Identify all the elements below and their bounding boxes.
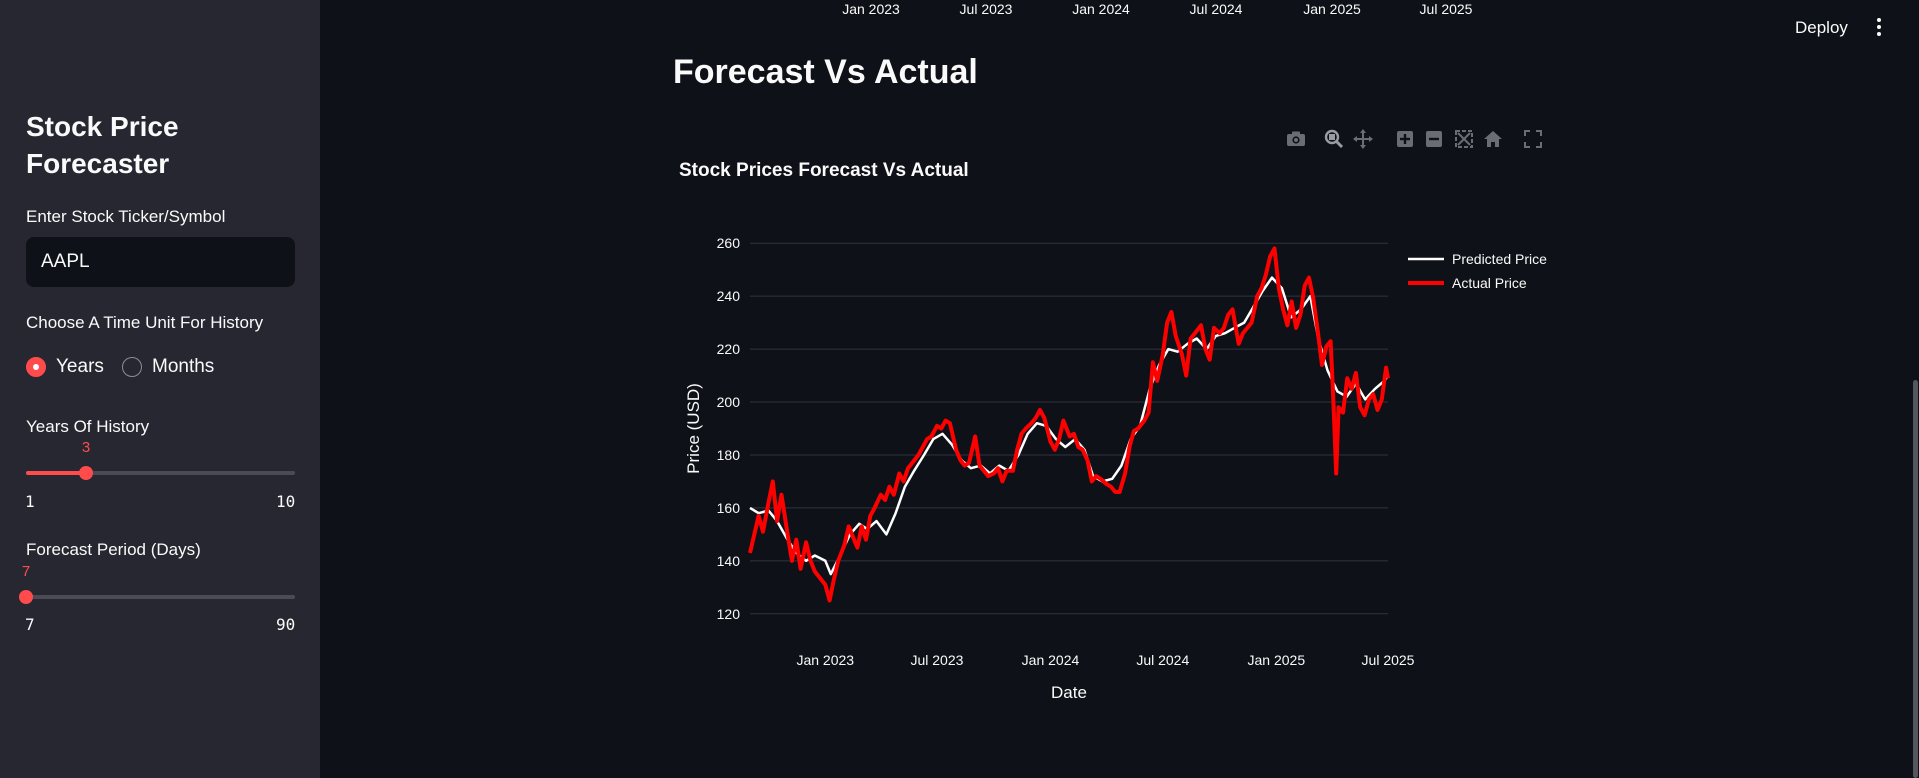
- slider-fill: [26, 471, 86, 475]
- scrollbar-thumb[interactable]: [1913, 380, 1918, 778]
- x-tick-label: Jan 2023: [796, 652, 854, 668]
- radio-years[interactable]: Years: [26, 356, 104, 378]
- history-label: Years Of History: [26, 417, 150, 436]
- slider-thumb[interactable]: [19, 590, 33, 604]
- slider-thumb[interactable]: [79, 466, 93, 480]
- sidebar: Stock Price Forecaster Enter Stock Ticke…: [0, 0, 320, 778]
- legend-label: Actual Price: [1452, 275, 1527, 291]
- axis-tick-label: Jan 2025: [1303, 1, 1361, 17]
- slider-value: 3: [81, 439, 91, 456]
- radio-years-label: Years: [56, 356, 104, 377]
- deploy-button[interactable]: Deploy: [1795, 18, 1848, 37]
- y-tick-label: 240: [717, 288, 741, 304]
- zoom-out-icon[interactable]: [1423, 128, 1445, 150]
- y-tick-label: 140: [717, 553, 741, 569]
- radio-months[interactable]: Months: [122, 356, 214, 378]
- ticker-label: Enter Stock Ticker/Symbol: [26, 207, 226, 226]
- y-tick-label: 260: [717, 235, 741, 251]
- app-title: Stock Price Forecaster: [26, 111, 179, 179]
- y-tick-label: 120: [717, 606, 741, 622]
- axis-tick-label: Jul 2023: [959, 1, 1013, 17]
- series-line-predicted-price: [749, 276, 1390, 576]
- slider-track: [26, 595, 295, 599]
- forecast-label: Forecast Period (Days): [26, 540, 201, 559]
- x-tick-label: Jan 2024: [1022, 652, 1080, 668]
- slider-track: [26, 471, 295, 475]
- y-tick-label: 160: [717, 500, 741, 516]
- radio-selected-icon: [26, 357, 46, 377]
- previous-chart-axis: Jan 2023 Jul 2023 Jan 2024 Jul 2024 Jan …: [0, 0, 1919, 20]
- y-tick-label: 220: [717, 341, 741, 357]
- autoscale-icon[interactable]: [1453, 128, 1475, 150]
- radio-months-label: Months: [152, 356, 215, 377]
- pan-icon[interactable]: [1352, 128, 1374, 150]
- y-axis-title: Price (USD): [684, 383, 703, 474]
- fullscreen-icon[interactable]: [1522, 128, 1544, 150]
- x-tick-label: Jul 2023: [910, 652, 963, 668]
- reset-axes-icon[interactable]: [1482, 128, 1504, 150]
- y-tick-label: 200: [717, 394, 741, 410]
- forecast-slider[interactable]: 7: [19, 563, 295, 607]
- axis-tick-label: Jan 2023: [842, 1, 900, 17]
- history-max: 10: [276, 492, 296, 511]
- history-min: 1: [25, 492, 35, 511]
- series-line-actual-price: [748, 246, 1390, 603]
- zoom-icon[interactable]: [1323, 128, 1345, 150]
- axis-tick-label: Jul 2025: [1419, 1, 1473, 17]
- history-slider[interactable]: 3: [26, 439, 295, 483]
- zoom-in-icon[interactable]: [1394, 128, 1416, 150]
- slider-value: 7: [21, 563, 31, 580]
- chart-title: Stock Prices Forecast Vs Actual: [679, 160, 969, 181]
- forecast-min: 7: [25, 615, 35, 634]
- axis-tick-label: Jan 2024: [1072, 1, 1130, 17]
- forecast-max: 90: [276, 615, 296, 634]
- x-tick-label: Jul 2024: [1136, 652, 1189, 668]
- x-tick-label: Jul 2025: [1362, 652, 1415, 668]
- x-tick-label: Jan 2025: [1248, 652, 1306, 668]
- legend-label: Predicted Price: [1452, 251, 1547, 267]
- chart-modebar: [1280, 128, 1550, 152]
- axis-tick-label: Jul 2024: [1189, 1, 1243, 17]
- camera-icon[interactable]: [1285, 128, 1307, 150]
- forecast-chart[interactable]: 120 140 160 180 200 220 240 260 Jan 2023 Jul 2023…: [660, 200, 1560, 720]
- y-tick-label: 180: [717, 447, 741, 463]
- x-axis-title: Date: [1051, 683, 1087, 702]
- ticker-input[interactable]: [26, 237, 295, 287]
- main-menu-icon[interactable]: [1872, 14, 1886, 40]
- radio-unselected-icon: [122, 357, 142, 377]
- time-unit-label: Choose A Time Unit For History: [26, 313, 264, 332]
- page-title: Forecast Vs Actual: [673, 53, 978, 91]
